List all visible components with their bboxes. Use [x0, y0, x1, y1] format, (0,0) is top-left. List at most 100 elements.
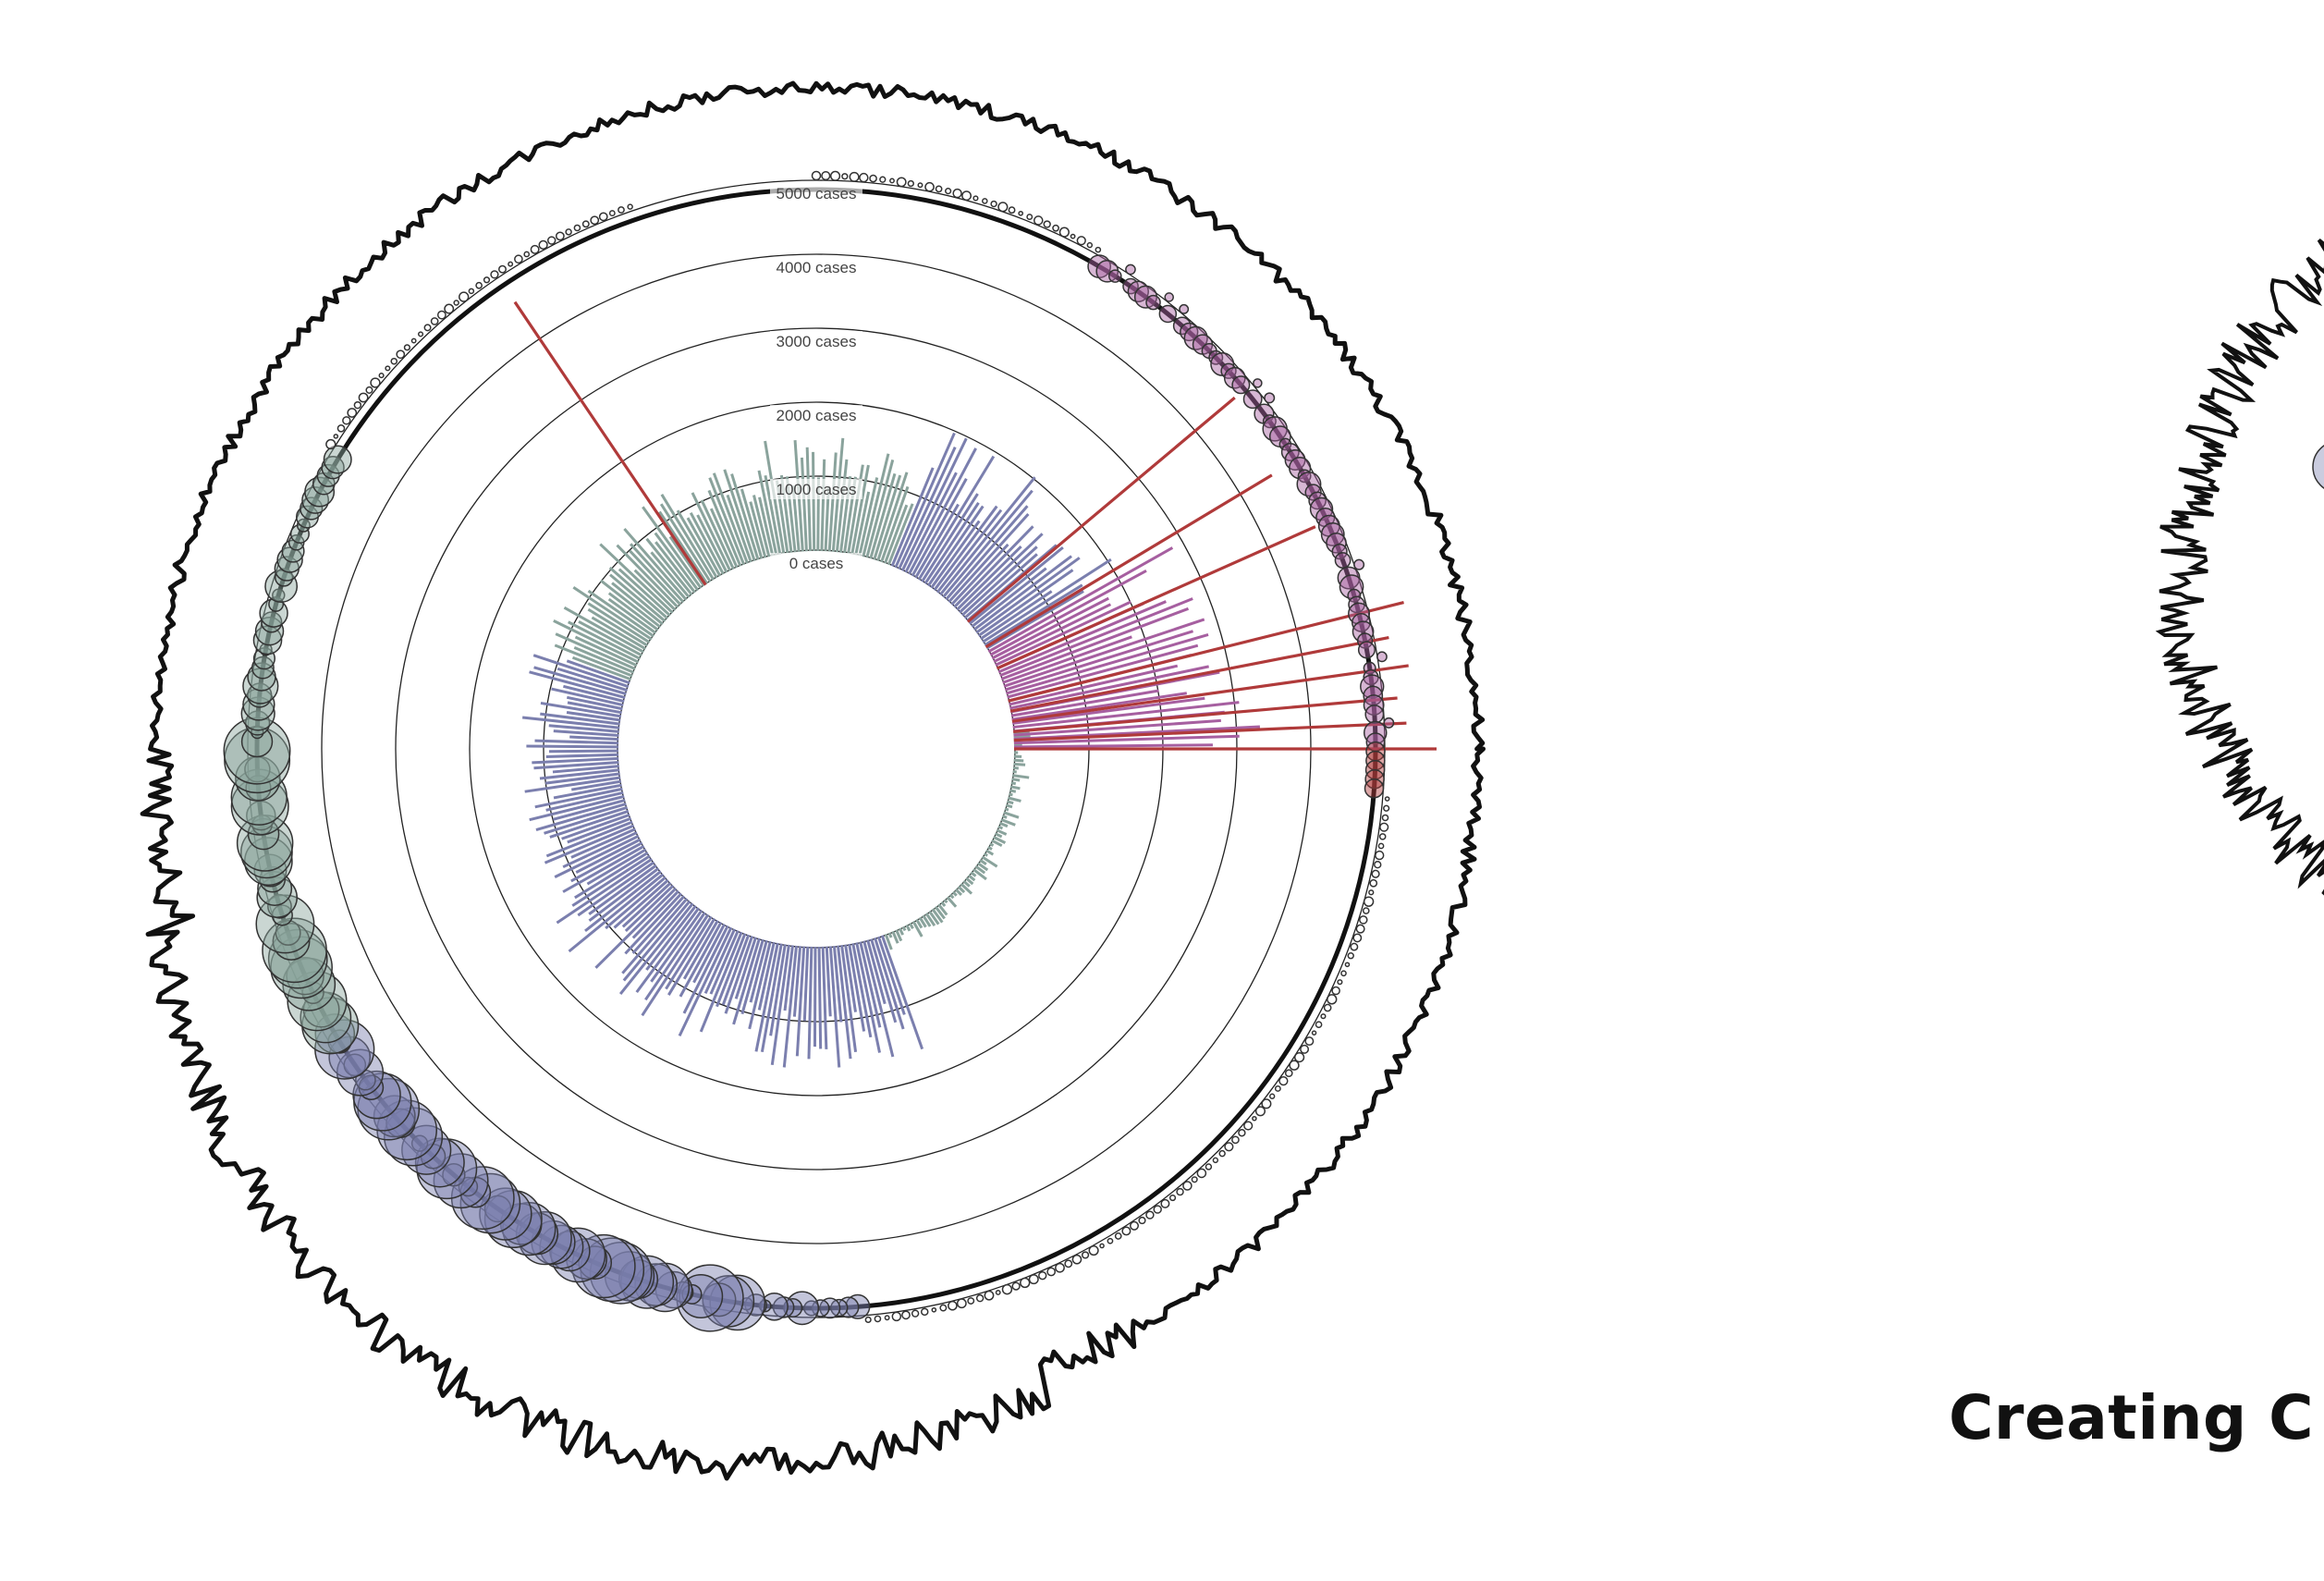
case-bubble: [373, 1095, 416, 1138]
ring-label-bg: [770, 331, 862, 351]
case-bubble: [1252, 1115, 1257, 1121]
case-bar: [624, 892, 683, 955]
case-bar: [1006, 632, 1209, 695]
case-bubble: [370, 377, 381, 388]
case-bar: [848, 943, 866, 1032]
case-bubble: [444, 303, 455, 314]
case-bubble: [1326, 532, 1347, 554]
bubble-ring: [223, 170, 1395, 1332]
case-bar: [930, 520, 981, 589]
case-bubble: [1070, 233, 1076, 239]
case-bar: [960, 882, 973, 895]
peak-bar: [1008, 600, 1404, 703]
case-bar: [911, 920, 923, 938]
case-bubble: [459, 291, 470, 302]
case-bar: [979, 590, 1053, 641]
case-bar: [1004, 630, 1194, 692]
case-bubble: [676, 1264, 744, 1332]
case-bar: [942, 489, 1034, 598]
case-bubble: [247, 682, 273, 708]
case-bar: [645, 904, 697, 971]
case-bar: [985, 590, 1084, 650]
case-bar: [1013, 762, 1026, 766]
case-bar: [1009, 792, 1013, 797]
case-bubble: [879, 176, 887, 183]
case-bar: [660, 494, 716, 581]
case-bar: [562, 844, 645, 893]
case-bubble: [1364, 778, 1385, 799]
case-bar: [645, 537, 693, 596]
case-bubble: [1375, 850, 1385, 861]
case-bar: [588, 866, 660, 923]
case-bar: [996, 828, 1008, 836]
case-bubble: [1179, 303, 1190, 314]
case-bubble: [1327, 994, 1338, 1005]
case-bar: [948, 513, 1030, 604]
case-bar: [821, 946, 828, 1049]
case-bubble: [1274, 1085, 1281, 1092]
case-bubble: [1028, 1274, 1039, 1285]
case-bar: [1013, 725, 1261, 741]
ring-0: [617, 549, 1016, 949]
case-bar: [1006, 800, 1014, 805]
case-bar: [931, 908, 944, 924]
case-bubble: [1383, 804, 1390, 812]
case-bar: [983, 852, 988, 857]
case-bubble: [423, 324, 432, 332]
case-bar: [534, 787, 623, 809]
case-bubble: [333, 434, 339, 439]
outer-wavy-outline: [140, 80, 1486, 1481]
case-bar: [959, 533, 1044, 614]
ring-label-bg: [770, 479, 862, 499]
case-bar: [545, 753, 619, 759]
case-bubble: [262, 917, 327, 984]
case-bar: [802, 946, 810, 1022]
case-bubble: [514, 254, 523, 264]
case-bar: [533, 666, 627, 696]
case-bubble: [274, 568, 294, 587]
case-bubble: [1114, 1232, 1122, 1240]
case-bar: [956, 545, 1022, 611]
case-bubble: [1043, 220, 1051, 228]
ring-label-1000: 1000 cases: [777, 481, 857, 498]
case-bar: [716, 933, 747, 1008]
case-bar: [548, 724, 619, 733]
case-bubble: [296, 518, 311, 533]
case-bubble: [859, 172, 869, 183]
case-bar: [571, 854, 651, 907]
case-bar: [650, 909, 703, 983]
case-bar: [618, 902, 694, 996]
case-bar: [1010, 689, 1159, 717]
case-bar: [948, 893, 955, 900]
case-bar: [686, 517, 722, 577]
case-bar: [1009, 785, 1021, 790]
case-bar: [1010, 781, 1017, 786]
case-bar: [534, 739, 619, 745]
case-bubble: [323, 445, 352, 474]
case-bubble: [230, 768, 287, 826]
case-bubble: [343, 1053, 367, 1077]
case-bubble: [1243, 1121, 1254, 1131]
case-bar: [635, 907, 701, 994]
case-bar: [828, 946, 841, 1068]
case-bubble: [1337, 979, 1343, 986]
case-bubble: [1224, 1142, 1234, 1152]
case-bar: [552, 765, 619, 774]
case-bubble: [555, 231, 565, 241]
case-bar: [880, 485, 910, 563]
case-bar: [566, 695, 623, 711]
case-bubble: [1208, 349, 1224, 365]
case-bar: [682, 919, 719, 980]
case-bar: [1013, 718, 1221, 737]
case-bubble: [1107, 269, 1122, 283]
case-bar: [991, 596, 1109, 660]
case-bar: [712, 472, 749, 564]
case-bar: [721, 934, 751, 1006]
case-bubble: [1296, 472, 1322, 497]
case-bubble: [1352, 933, 1363, 943]
case-bar: [682, 925, 729, 1014]
case-bubble: [304, 476, 336, 508]
case-bar: [862, 453, 890, 558]
case-bar: [985, 849, 995, 856]
case-bar: [997, 600, 1167, 674]
